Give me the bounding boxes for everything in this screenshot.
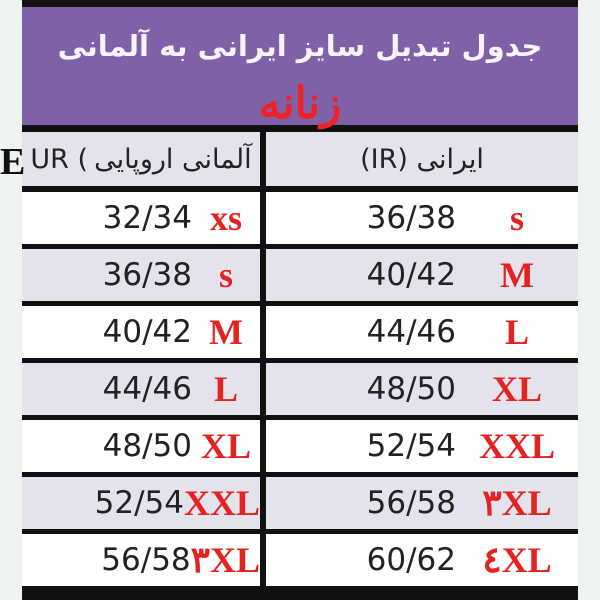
- eur-row: 48/50 XL: [22, 420, 260, 472]
- eur-prefix-letter: E: [0, 141, 26, 183]
- eur-size-letter: ٣XL: [190, 540, 260, 580]
- eur-size-letter: L: [213, 369, 238, 409]
- eur-row: 32/34 xs: [22, 192, 260, 244]
- eur-size-number: 32/34: [102, 200, 192, 236]
- ir-size-letter: XXL: [478, 426, 555, 466]
- ir-size-letter: L: [504, 312, 529, 352]
- ir-row: 48/50 XL: [266, 363, 578, 415]
- ir-size-letter: XL: [491, 369, 542, 409]
- eur-row: 40/42 M: [22, 306, 260, 358]
- ir-size-letter: s: [509, 198, 524, 238]
- ir-size-number: 60/62: [366, 542, 456, 578]
- ir-size-number: 44/46: [366, 314, 456, 350]
- ir-row: 36/38 s: [266, 192, 578, 244]
- eur-size-letter: M: [209, 312, 243, 352]
- eur-row: 52/54 XXL: [22, 477, 260, 529]
- ir-size-number: 40/42: [366, 257, 456, 293]
- ir-row: 44/46 L: [266, 306, 578, 358]
- eur-code: UR (: [30, 143, 89, 175]
- table-subtitle: زنانه: [258, 78, 342, 129]
- eur-size-number: 40/42: [102, 314, 192, 350]
- eur-size-number: 48/50: [102, 428, 192, 464]
- ir-size-number: 52/54: [366, 428, 456, 464]
- eur-size-letter: s: [218, 255, 233, 295]
- eur-size-letter: xs: [209, 198, 242, 238]
- eur-row: 44/46 L: [22, 363, 260, 415]
- size-table: جدول تبدیل سایز ایرانی به آلمانی زنانه U…: [22, 0, 578, 600]
- table-title: جدول تبدیل سایز ایرانی به آلمانی: [57, 29, 543, 63]
- eur-size-number: 36/38: [102, 257, 192, 293]
- ir-size-number: 36/38: [366, 200, 456, 236]
- eur-row: 56/58 ٣XL: [22, 534, 260, 586]
- eur-size-letter: XL: [200, 426, 251, 466]
- ir-row: 56/58 ٣XL: [266, 477, 578, 529]
- ir-size-letter: M: [500, 255, 534, 295]
- eur-size-letter: XXL: [183, 483, 260, 523]
- eur-column-header: UR ( آلمانی اروپایی: [22, 132, 260, 186]
- ir-size-letter: ٤XL: [482, 540, 552, 580]
- ir-size-number: 56/58: [366, 485, 456, 521]
- ir-row: 40/42 M: [266, 249, 578, 301]
- ir-row: 60/62 ٤XL: [266, 534, 578, 586]
- eur-label: آلمانی اروپایی: [94, 143, 252, 175]
- eur-size-number: 52/54: [94, 485, 184, 521]
- ir-size-letter: ٣XL: [482, 483, 552, 523]
- eur-row: 36/38 s: [22, 249, 260, 301]
- ir-size-number: 48/50: [366, 371, 456, 407]
- ir-column-header: ایرانی (IR): [266, 132, 578, 186]
- table-header-banner: جدول تبدیل سایز ایرانی به آلمانی زنانه: [22, 7, 578, 129]
- eur-size-number: 56/58: [101, 542, 191, 578]
- ir-row: 52/54 XXL: [266, 420, 578, 472]
- eur-size-number: 44/46: [102, 371, 192, 407]
